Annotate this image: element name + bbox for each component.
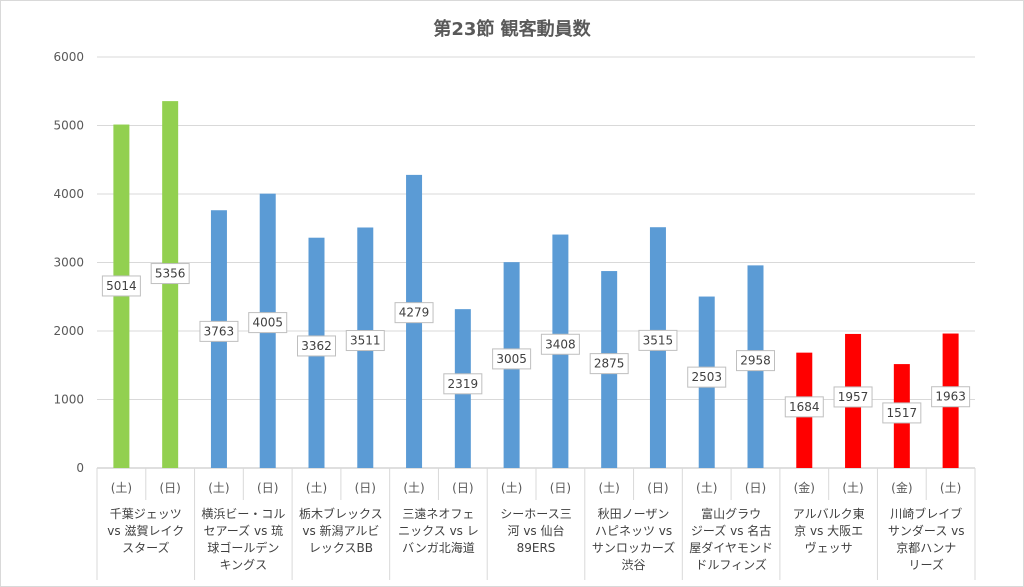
x-day-label: (土) [111,481,132,495]
x-matchup-label: 富山グラウジーズ vs 名古屋ダイヤモンドドルフィンズ [689,506,773,572]
data-label-text: 3408 [545,337,576,351]
data-label-box [589,353,629,375]
data-label-text: 2875 [594,357,625,371]
y-tick-label: 6000 [53,50,84,64]
x-day-label: (土) [598,481,619,495]
data-label: 3408 [540,333,580,355]
data-label-text: 1957 [838,390,869,404]
y-tick-label: 4000 [53,187,84,201]
y-tick-label: 5000 [53,119,84,133]
data-label: 4005 [248,312,288,334]
data-label-box [199,320,239,342]
data-label-text: 5356 [155,267,186,281]
x-day-label: (土) [306,481,327,495]
x-day-label: (日) [355,481,376,495]
data-label-text: 3515 [643,333,674,347]
x-day-label: (日) [647,481,668,495]
data-label: 2503 [687,366,727,388]
x-day-label: (土) [940,481,961,495]
x-day-label: (日) [257,481,278,495]
data-label: 1684 [784,396,824,418]
bar [162,101,179,468]
data-label: 2958 [736,350,775,372]
x-matchup-label: シーホース三河 vs 仙台 89ERS [500,507,571,555]
data-label-box [101,275,141,297]
data-label-text: 3763 [204,324,235,338]
data-label-box [394,302,434,324]
data-label: 2875 [589,353,629,375]
data-labels: 5014 5356 3763 4005 3362 3511 4279 2319 3005 3408… [101,263,971,424]
y-tick-label: 0 [76,461,84,475]
data-label: 1957 [833,386,873,408]
x-day-label: (土) [696,481,717,495]
data-label-text: 3005 [496,352,527,366]
x-matchup-label: 栃木ブレックス vs 新潟アルビレックスBB [299,506,383,555]
chart-title: 第23節 観客動員数 [433,18,591,40]
x-matchup-label: 秋田ノーザンハピネッツ vs サンロッカーズ渋谷 [592,507,675,572]
data-label: 2319 [443,373,483,395]
data-label-box [882,402,922,424]
data-label-text: 5014 [106,279,137,293]
data-label-text: 4005 [252,316,283,330]
data-label: 1517 [882,402,922,424]
data-label-text: 2319 [448,377,479,391]
data-label-box [492,348,532,370]
data-label-text: 1963 [935,390,966,404]
data-label: 1963 [931,386,971,408]
x-day-label: (日) [452,481,473,495]
data-label-box [931,386,971,408]
x-day-label: (土) [208,481,229,495]
y-axis-ticks: 0 1000 2000 3000 4000 5000 6000 [53,50,84,475]
x-day-label: (土) [501,481,522,495]
x-matchup-label: アルバルク東京 vs 大阪エヴェッサ [793,507,865,555]
data-label-box [736,350,775,372]
x-matchup-label: 川崎ブレイブサンダース vs 京都ハンナリーズ [888,506,965,572]
data-label-box [150,263,190,285]
data-label-box [248,312,288,334]
data-label: 5356 [150,263,190,285]
x-matchup-label: 千葉ジェッツ vs 滋賀レイクスターズ [107,507,184,555]
x-day-label: (日) [745,481,766,495]
data-label: 3362 [297,335,336,357]
data-label: 3515 [638,329,678,351]
x-matchup-label: 三遠ネオフェニックス vs レバンガ北海道 [398,507,479,555]
x-day-label: (日) [550,481,571,495]
data-label: 5014 [101,275,141,297]
data-label: 4279 [394,302,434,324]
x-day-label: (土) [403,481,424,495]
bars [113,101,959,469]
data-label: 3511 [345,330,385,352]
data-label: 3763 [199,320,239,342]
data-label-box [833,386,873,408]
x-day-label: (日) [159,481,180,495]
data-label-text: 2958 [740,354,771,368]
data-label-text: 1517 [887,406,918,420]
data-label-text: 4279 [399,306,430,320]
y-tick-label: 2000 [53,324,84,338]
x-matchup-label: 横浜ビー・コルセアーズ vs 琉球ゴールデンキングス [201,507,285,572]
data-label-box [784,396,824,418]
data-label-box [638,329,678,351]
data-label: 3005 [492,348,532,370]
data-label-box [540,333,580,355]
x-axis-categories: (土) (日) (土) (日) (土) (日) (土) (日) (土) (日) (土) (日) (土) (… [96,468,976,580]
x-day-label: (土) [842,481,863,495]
data-label-text: 2503 [691,370,722,384]
data-label-text: 3362 [301,339,332,353]
x-day-label: (金) [891,480,912,495]
data-label-box [345,330,385,352]
y-tick-label: 1000 [53,393,84,407]
x-day-label: (金) [794,480,815,495]
data-label-box [297,335,336,357]
data-label-text: 3511 [350,334,381,348]
y-tick-label: 3000 [53,256,84,270]
data-label-box [443,373,483,395]
data-label-text: 1684 [789,400,820,414]
data-label-box [687,366,727,388]
